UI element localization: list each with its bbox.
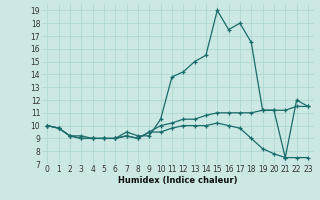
X-axis label: Humidex (Indice chaleur): Humidex (Indice chaleur) xyxy=(118,176,237,185)
